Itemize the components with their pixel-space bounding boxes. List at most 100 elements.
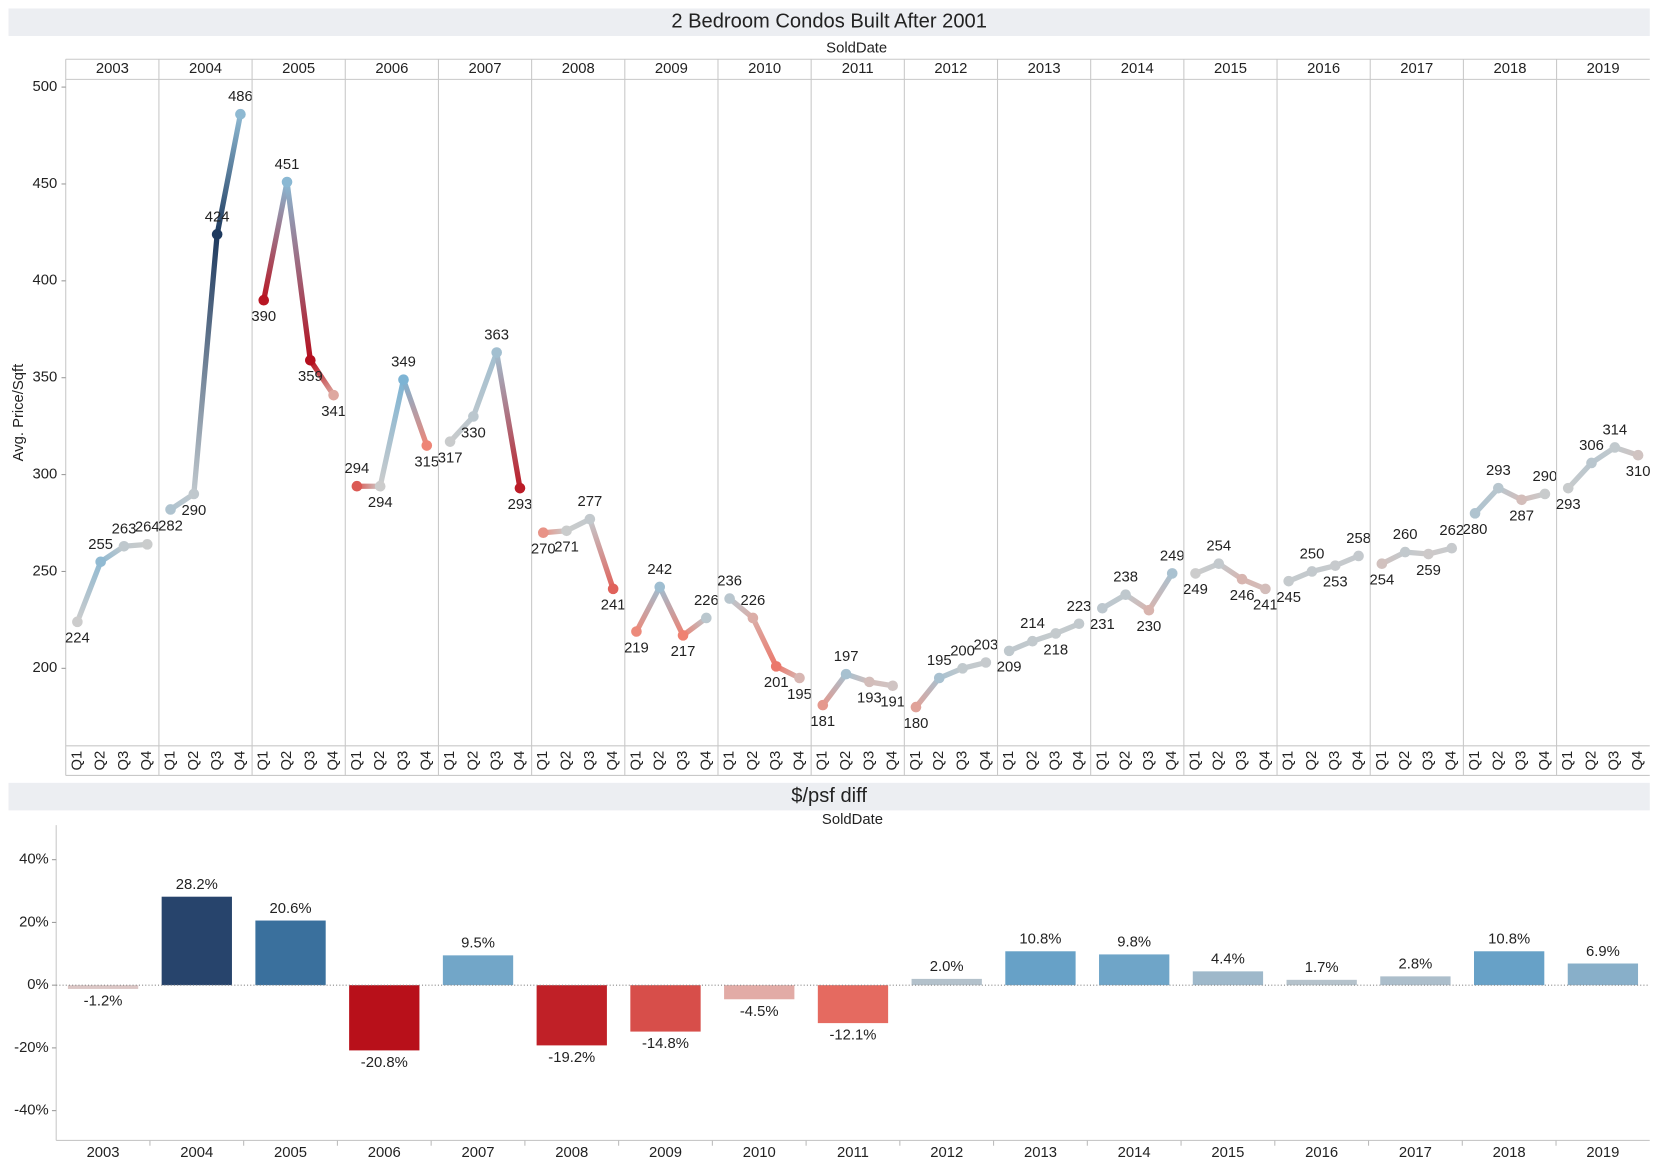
data-label: 249: [1183, 582, 1208, 598]
panel-header: 2013: [1028, 61, 1061, 77]
line-segment: [284, 179, 313, 363]
data-label: 259: [1416, 563, 1441, 579]
point: [328, 389, 339, 401]
x-tick-label: Q4: [791, 751, 807, 771]
panel-header: 2016: [1307, 61, 1340, 77]
point: [561, 525, 572, 537]
data-label: 264: [135, 519, 160, 535]
x-tick-label: Q2: [93, 751, 109, 771]
x-tick-label: Q3: [489, 751, 505, 771]
panel-header: 2014: [1121, 61, 1154, 77]
point: [165, 504, 176, 515]
point: [188, 488, 200, 500]
point: [1050, 628, 1062, 639]
data-label: 2.0%: [930, 959, 964, 975]
data-label: 214: [1020, 616, 1045, 632]
line-segment: [447, 413, 477, 445]
x-tick-label: Q3: [1234, 751, 1250, 771]
x-tick-label: Q2: [838, 751, 854, 771]
x-tick-label: Q1: [628, 751, 644, 771]
data-label: 195: [787, 687, 812, 703]
data-label: 280: [1463, 522, 1488, 538]
data-label: 250: [1300, 546, 1325, 562]
x-tick-label: Q4: [232, 751, 248, 771]
y-tick-label: 200: [33, 660, 58, 676]
point: [1446, 542, 1458, 554]
panel-header: 2019: [1587, 61, 1620, 77]
x-tick-label: Q2: [1211, 751, 1227, 771]
x-tick-label: Q4: [512, 751, 528, 771]
point: [887, 680, 898, 692]
x-tick-label: Q2: [652, 751, 668, 771]
data-label: 314: [1602, 422, 1627, 438]
panel-header: 2006: [375, 61, 408, 77]
data-label: -20.8%: [361, 1055, 408, 1071]
point: [933, 672, 945, 684]
point: [235, 108, 246, 120]
point: [1120, 589, 1131, 600]
data-label: 10.8%: [1019, 932, 1061, 948]
data-label: 260: [1393, 527, 1418, 543]
line-segment: [633, 584, 663, 635]
data-label: 195: [927, 653, 952, 669]
x-tick-label: Q3: [302, 751, 318, 771]
x-tick-label: Q1: [1467, 751, 1483, 771]
point: [1493, 482, 1504, 494]
point: [95, 556, 106, 568]
panel-header: 2017: [1400, 61, 1433, 77]
x-tick-label: Q1: [1374, 751, 1390, 771]
x-tick-label: 2019: [1586, 1145, 1619, 1161]
x-tick-label: Q3: [861, 751, 877, 771]
point: [1469, 508, 1481, 519]
chart-title: $/psf diff: [791, 785, 867, 807]
bar: [630, 985, 701, 1032]
x-tick-label: Q1: [1187, 751, 1203, 771]
x-tick-label: Q4: [1257, 751, 1273, 771]
y-tick-label: 250: [33, 563, 58, 579]
x-tick-label: 2015: [1211, 1145, 1244, 1161]
line-segment: [913, 675, 942, 710]
x-tick-label: Q3: [1048, 751, 1064, 771]
bar: [255, 920, 326, 986]
point: [1516, 494, 1527, 506]
x-tick-label: 2012: [930, 1145, 963, 1161]
x-axis-title: SoldDate: [822, 812, 883, 828]
data-label: 293: [508, 497, 533, 513]
x-tick-label: 2018: [1493, 1145, 1526, 1161]
data-label: 2.8%: [1399, 957, 1433, 973]
bar: [1192, 971, 1264, 986]
data-label: 282: [158, 518, 183, 534]
x-tick-label: Q4: [1630, 751, 1646, 771]
data-label: 486: [228, 89, 253, 105]
data-label: 359: [298, 369, 323, 385]
y-tick-label: -40%: [14, 1103, 49, 1119]
point: [1306, 566, 1318, 577]
x-tick-label: Q3: [1514, 751, 1530, 771]
x-tick-label: Q4: [419, 751, 435, 771]
panel-header: 2018: [1493, 61, 1526, 77]
y-tick-label: 20%: [19, 914, 49, 930]
y-tick-label: 450: [33, 176, 58, 192]
x-tick-label: Q4: [605, 751, 621, 771]
y-tick-label: 500: [33, 79, 58, 95]
panel-header: 2004: [189, 61, 222, 77]
x-tick-label: Q3: [209, 751, 225, 771]
x-tick-label: Q2: [1304, 751, 1320, 771]
x-tick-label: 2005: [274, 1145, 307, 1161]
x-tick-label: 2006: [368, 1145, 401, 1161]
point: [374, 480, 386, 492]
data-label: 1.7%: [1305, 960, 1339, 976]
point: [305, 354, 316, 366]
point: [747, 612, 759, 624]
data-label: 290: [181, 503, 206, 519]
point: [491, 347, 502, 358]
point: [794, 672, 805, 684]
title-bar: [8, 8, 1650, 36]
x-tick-label: Q3: [116, 751, 132, 771]
point: [1632, 449, 1644, 461]
point: [444, 436, 456, 447]
data-label: 310: [1626, 464, 1651, 480]
point: [677, 630, 689, 641]
point: [514, 482, 526, 494]
chart-title: 2 Bedroom Condos Built After 2001: [671, 11, 987, 33]
